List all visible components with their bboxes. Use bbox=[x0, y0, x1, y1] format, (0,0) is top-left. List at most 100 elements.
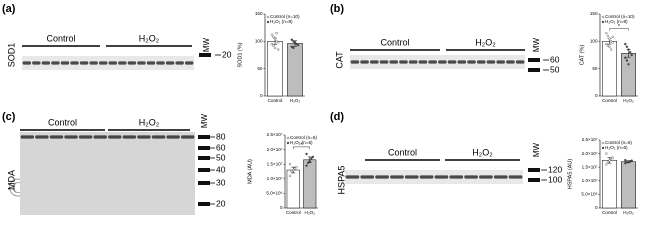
bar bbox=[287, 43, 303, 97]
legend-marker bbox=[601, 20, 605, 24]
panel-letter: (a) bbox=[2, 3, 16, 15]
legend-label: Control (n=6) bbox=[290, 135, 317, 140]
protein-label: SOD1 bbox=[6, 43, 16, 68]
panel-letter: (c) bbox=[2, 111, 16, 123]
panel-letter: (d) bbox=[330, 111, 344, 123]
bar bbox=[602, 41, 617, 97]
y-tick-label: 0 bbox=[280, 205, 283, 210]
y-axis-label: MDA (AU) bbox=[247, 159, 253, 184]
bar bbox=[602, 160, 617, 209]
blot bbox=[20, 132, 195, 215]
marker-label: 100 bbox=[548, 174, 562, 184]
legend-marker bbox=[286, 141, 290, 145]
protein-label: CAT bbox=[334, 51, 344, 69]
marker-label: 40 bbox=[216, 164, 226, 174]
mw-label: MW bbox=[200, 113, 209, 128]
y-tick-label: 1.5×10⁷ bbox=[267, 161, 283, 166]
blot bbox=[22, 56, 194, 70]
marker-label: 20 bbox=[216, 198, 226, 208]
blot-band bbox=[78, 135, 93, 139]
data-point bbox=[273, 37, 277, 40]
y-tick-label: 0 bbox=[595, 205, 598, 210]
data-point bbox=[305, 164, 308, 167]
figure: © WILEY(a)SOD1ControlH₂O₂MW20(b)CATContr… bbox=[2, 2, 638, 216]
blot-band bbox=[108, 135, 122, 139]
legend-label: H₂O₂ (n=6) bbox=[290, 140, 313, 145]
bar bbox=[621, 53, 636, 97]
marker-label: 60 bbox=[216, 142, 226, 152]
ladder-band bbox=[528, 178, 540, 182]
data-point bbox=[606, 160, 610, 163]
x-tick-label: H₂O₂ bbox=[623, 98, 634, 103]
data-point bbox=[605, 163, 608, 166]
legend-label: H₂O₂ (n=6) bbox=[605, 145, 628, 150]
ladder-band bbox=[198, 156, 210, 160]
blot-band bbox=[41, 61, 51, 65]
y-tick-label: 0 bbox=[260, 93, 263, 98]
group-label: Control bbox=[46, 33, 75, 43]
blot-band bbox=[434, 175, 449, 179]
y-axis-label: CAT (%) bbox=[579, 45, 585, 66]
significance-bracket bbox=[293, 146, 310, 149]
blot-band bbox=[93, 135, 107, 139]
group-label: H₂O₂ bbox=[472, 147, 493, 157]
legend-marker bbox=[601, 15, 605, 19]
data-point bbox=[605, 31, 608, 35]
data-point bbox=[273, 46, 277, 50]
data-point bbox=[310, 157, 313, 160]
data-point bbox=[611, 41, 614, 44]
blot-band bbox=[399, 60, 408, 64]
legend-marker bbox=[266, 20, 270, 24]
y-tick-label: 150 bbox=[590, 11, 598, 16]
ladder-band bbox=[198, 168, 210, 172]
data-point bbox=[288, 162, 292, 166]
data-point bbox=[606, 44, 610, 47]
data-point bbox=[625, 59, 629, 62]
data-point bbox=[295, 42, 298, 46]
group-label: H₂O₂ bbox=[139, 33, 160, 43]
data-point bbox=[605, 152, 608, 155]
ladder-band bbox=[199, 53, 211, 57]
blot-band bbox=[175, 61, 184, 65]
x-tick-label: Control bbox=[602, 98, 617, 103]
legend-label: Control (n=10) bbox=[605, 14, 635, 19]
blot-band bbox=[118, 61, 127, 65]
blot-band bbox=[35, 135, 49, 139]
blot-band bbox=[51, 61, 60, 65]
blot-band bbox=[515, 60, 525, 64]
data-point bbox=[292, 46, 295, 50]
data-point bbox=[292, 40, 295, 43]
data-point bbox=[605, 42, 608, 46]
blot-band bbox=[137, 135, 151, 139]
blot-band bbox=[370, 60, 379, 64]
blot-band bbox=[108, 61, 117, 65]
legend-marker bbox=[601, 146, 605, 150]
blot-band bbox=[350, 60, 360, 64]
data-point bbox=[292, 168, 295, 172]
mw-label: MW bbox=[202, 37, 211, 52]
marker-label: 20 bbox=[222, 49, 232, 59]
group-label: H₂O₂ bbox=[139, 117, 160, 127]
data-point bbox=[275, 31, 278, 35]
data-point bbox=[277, 41, 280, 44]
legend-label: Control (n=10) bbox=[270, 14, 300, 19]
data-point bbox=[624, 42, 627, 46]
marker-label: 50 bbox=[550, 64, 560, 74]
blot-band bbox=[70, 61, 79, 65]
blot-band bbox=[165, 61, 175, 65]
blot-band bbox=[457, 60, 467, 64]
data-point bbox=[305, 152, 308, 156]
y-tick-label: 5.0×10⁶ bbox=[266, 191, 282, 196]
significance-bracket bbox=[609, 28, 629, 31]
ladder-band bbox=[198, 181, 210, 185]
data-point bbox=[297, 43, 300, 47]
data-point bbox=[624, 158, 627, 162]
data-point bbox=[608, 159, 611, 162]
blot-band bbox=[146, 61, 156, 65]
blot-band bbox=[20, 135, 34, 139]
blot-band bbox=[496, 60, 505, 64]
y-axis-label: SOD1 (%) bbox=[237, 42, 243, 67]
blot-band bbox=[156, 61, 165, 65]
data-point bbox=[627, 48, 630, 51]
y-tick-label: 100 bbox=[590, 39, 598, 44]
